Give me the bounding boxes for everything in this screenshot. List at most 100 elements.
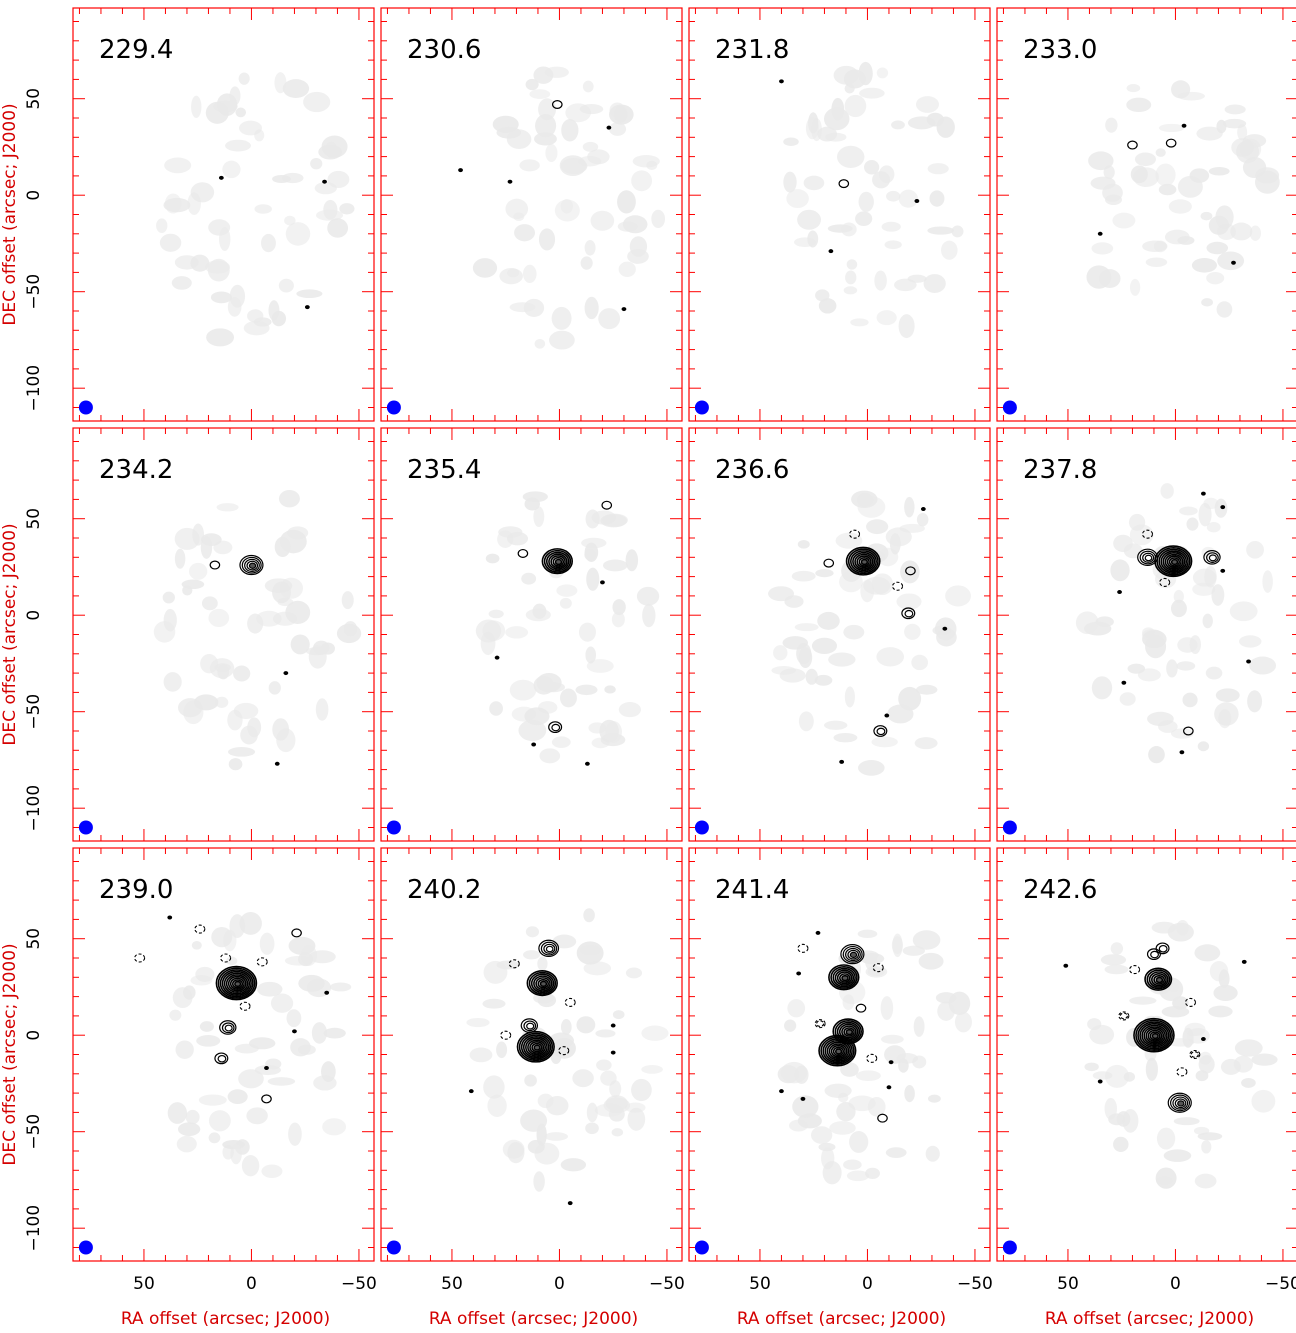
noise-blob <box>912 1055 927 1069</box>
noise-blob <box>583 908 595 923</box>
noise-blob <box>584 296 599 320</box>
noise-blob <box>171 276 192 290</box>
contour-level <box>1137 548 1158 567</box>
contour-level <box>221 970 252 996</box>
contour-source <box>531 742 537 747</box>
noise-blob <box>226 956 238 966</box>
panel-content <box>386 908 669 1255</box>
panel-frame <box>72 427 375 842</box>
noise-blob <box>798 711 814 732</box>
noise-blob <box>163 672 182 692</box>
noise-blob <box>1084 1062 1099 1072</box>
contour-source <box>1246 659 1251 664</box>
panel-frame <box>72 847 375 1262</box>
noise-blob <box>496 1041 508 1059</box>
negative-contour-level <box>816 1020 825 1027</box>
noise-blob <box>786 189 809 209</box>
noise-blob <box>537 956 548 971</box>
noise-blob <box>627 1107 646 1131</box>
noise-blob <box>327 218 349 238</box>
noise-blob <box>896 593 922 610</box>
noise-blob <box>211 927 233 948</box>
contour-level <box>822 1038 853 1064</box>
noise-blob <box>246 1107 268 1125</box>
noise-blob <box>844 686 855 708</box>
contour-source <box>621 307 627 312</box>
contour-source <box>541 548 574 575</box>
contour-source <box>873 725 888 737</box>
contour-level <box>1170 558 1179 566</box>
contour-source <box>1179 750 1185 755</box>
noise-blob <box>791 570 816 582</box>
negative-contour-level <box>872 963 884 973</box>
contour-level <box>824 1039 852 1063</box>
noise-blob <box>1196 126 1223 141</box>
axis-ticks <box>381 428 682 841</box>
panel-content <box>1002 483 1277 835</box>
contour-source <box>526 969 558 997</box>
noise-blob <box>798 647 813 669</box>
noise-blob <box>575 684 598 696</box>
noise-blob <box>241 1155 260 1177</box>
beam-ellipse <box>694 1240 709 1255</box>
noise-blob <box>537 993 557 1008</box>
noise-blob <box>488 609 504 619</box>
noise-blob <box>330 982 352 992</box>
noise-blob <box>611 611 625 628</box>
noise-blob <box>773 645 788 661</box>
noise-blob <box>1166 659 1178 678</box>
noise-blob <box>271 310 287 327</box>
negative-contour <box>1129 965 1141 975</box>
noise-blob <box>846 259 858 270</box>
contour-level <box>796 971 802 976</box>
noise-blob <box>285 600 311 624</box>
noise-blob <box>1249 656 1277 675</box>
noise-blob <box>239 912 262 935</box>
noise-blob <box>254 204 272 214</box>
noise-blob <box>1158 123 1185 133</box>
noise-blob <box>521 572 537 585</box>
noise-blob <box>618 702 642 718</box>
contour-level <box>823 558 835 568</box>
panel-content <box>694 61 964 415</box>
panel-frame <box>380 7 683 422</box>
noise-blob <box>1137 668 1161 682</box>
noise-blob <box>582 141 599 152</box>
contour-level <box>1143 1026 1166 1046</box>
noise-blob <box>1090 176 1116 190</box>
negative-contour-level <box>1141 529 1154 539</box>
negative-contour-level <box>500 1030 512 1040</box>
y-tick-label: 50 <box>24 88 44 110</box>
contour-source <box>828 964 860 991</box>
negative-contour <box>558 1046 570 1056</box>
beam-ellipse <box>1002 1240 1017 1255</box>
axis-ticks <box>997 8 1296 421</box>
noise-blob <box>208 1110 231 1132</box>
noise-blob <box>835 532 863 549</box>
noise-blob <box>222 160 241 179</box>
contour-level <box>905 566 916 576</box>
noise-blob <box>229 914 246 939</box>
noise-blob <box>605 1095 628 1112</box>
noise-blob <box>1089 1024 1115 1045</box>
noise-blob <box>1176 661 1196 671</box>
noise-blob <box>505 198 529 220</box>
noise-blob <box>538 228 556 251</box>
contour-source <box>584 761 590 766</box>
contour-level <box>533 975 553 992</box>
noise-blob <box>261 233 276 253</box>
x-tick-label: 50 <box>1057 1274 1079 1294</box>
contour-level <box>828 1043 848 1060</box>
noise-blob <box>783 171 797 193</box>
noise-blob <box>590 210 615 231</box>
noise-blob <box>797 209 821 230</box>
noise-blob <box>818 1142 836 1152</box>
negative-contour <box>1184 997 1197 1007</box>
contour-level <box>828 249 834 254</box>
noise-blob <box>585 1122 599 1135</box>
contour-level <box>530 973 555 994</box>
contour-source <box>823 558 835 568</box>
contour-source <box>1144 967 1173 991</box>
noise-blob <box>1186 517 1199 531</box>
noise-blob <box>1104 1064 1130 1088</box>
